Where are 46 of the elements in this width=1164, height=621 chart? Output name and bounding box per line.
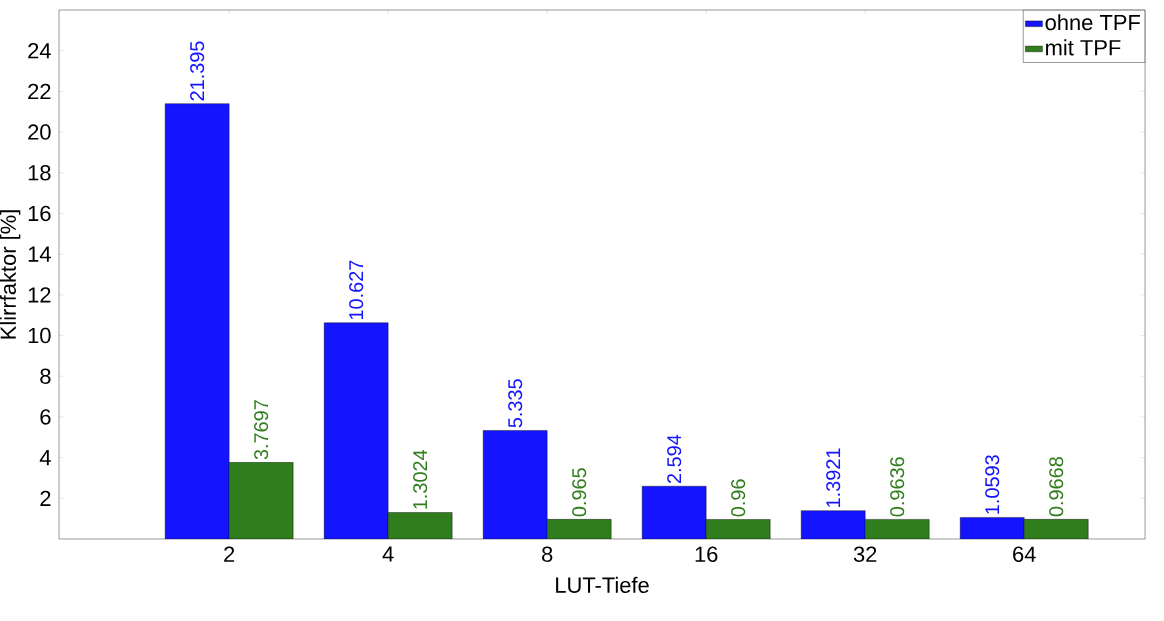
y-tick-label: 20 [28, 124, 51, 140]
data-label: 21.395 [190, 41, 205, 101]
data-label: 10.627 [349, 260, 364, 320]
data-label: 5.335 [508, 379, 523, 428]
data-label: 1.3024 [413, 449, 428, 509]
y-tick-label: 18 [28, 164, 51, 181]
data-label: 2.594 [667, 434, 682, 484]
y-tick-label: 4 [39, 450, 51, 466]
y-tick-label: 6 [40, 409, 51, 425]
data-label: 1.0593 [985, 455, 1000, 514]
y-tick-label: 12 [28, 287, 51, 303]
x-tick-label: 4 [382, 546, 394, 562]
bar [865, 519, 930, 539]
data-label: 3.7697 [254, 400, 269, 460]
bar [229, 462, 294, 539]
y-tick-label: 16 [28, 205, 51, 222]
y-tick-label: 24 [28, 43, 51, 59]
data-label: 0.9636 [890, 457, 905, 517]
data-label: 0.96 [731, 479, 746, 517]
bar [388, 512, 453, 539]
y-tick-label: 22 [28, 83, 51, 100]
bar [324, 322, 389, 539]
bar [960, 517, 1025, 539]
y-tick-label: 8 [40, 368, 51, 384]
bar [483, 430, 548, 539]
legend-label: ohne TPF [1045, 14, 1140, 31]
data-label: 0.9668 [1049, 457, 1064, 517]
x-tick-label: 8 [542, 546, 553, 563]
bar [547, 519, 612, 539]
y-tick-label: 2 [40, 490, 51, 506]
data-label: 1.3921 [826, 448, 841, 507]
bar [706, 519, 771, 539]
y-tick-label: 14 [28, 246, 51, 262]
data-label: 0.965 [572, 468, 587, 517]
bar [1024, 519, 1089, 539]
x-tick-label: 2 [224, 546, 235, 562]
legend-label: mit TPF [1046, 39, 1121, 56]
x-tick-label: 32 [853, 546, 877, 563]
x-tick-label: 64 [1013, 546, 1036, 563]
bar [165, 103, 230, 539]
bar [801, 510, 866, 539]
y-tick-label: 10 [28, 327, 51, 344]
bar [642, 486, 707, 539]
x-tick-label: 16 [695, 546, 718, 563]
y-axis-title: Klirrfaktor [%] [0, 210, 21, 339]
x-axis-title: LUT-Tiefe [556, 576, 649, 593]
